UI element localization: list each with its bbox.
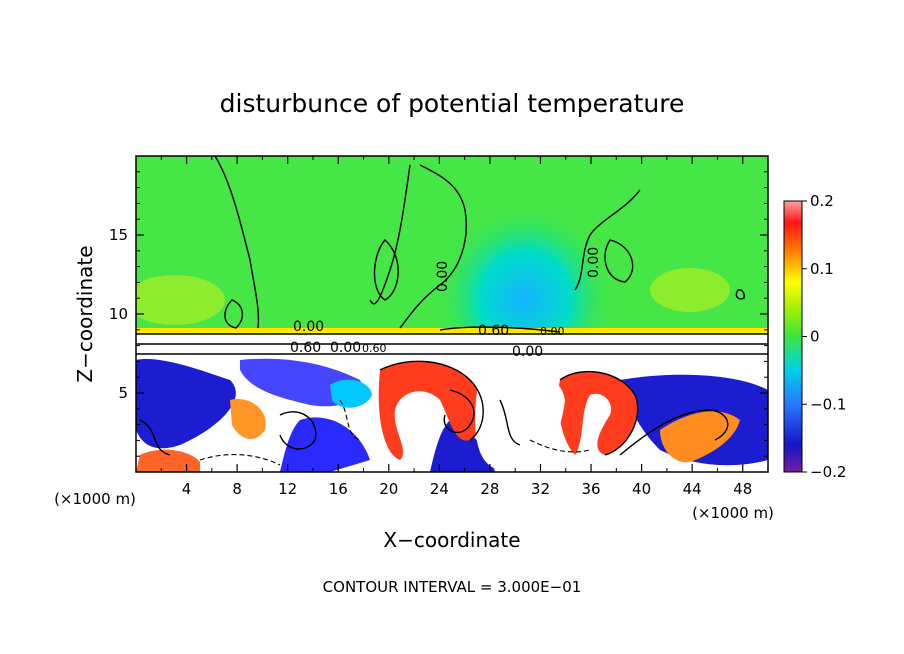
z-axis-unit: (×1000 m): [54, 490, 136, 508]
x-tick-label: 44: [683, 480, 702, 498]
warm-patch-right: [650, 268, 730, 312]
contour-label: 0.00: [293, 319, 324, 335]
contour-label: 0.00: [330, 340, 361, 356]
colorbar-tick-label: 0: [810, 328, 820, 346]
colorbar-ticks: 0.2 0.1 0 −0.1 −0.2: [802, 192, 846, 481]
chart-title: disturbunce of potential temperature: [220, 89, 685, 118]
warm-patch-left: [136, 275, 225, 325]
warm-strip: [136, 328, 768, 334]
x-tick-label: 4: [182, 480, 192, 498]
contour-label: 0.60: [362, 342, 387, 355]
heatmap-field: [136, 156, 768, 472]
y-tick-label: 5: [118, 384, 128, 402]
y-axis-ticks: 5 10 15: [109, 171, 768, 457]
contour-label: 0.60: [290, 340, 321, 356]
colorbar-tick-label: −0.1: [810, 395, 846, 413]
contour-label: 0.00: [512, 344, 543, 360]
x-tick-label: 24: [430, 480, 449, 498]
x-tick-label: 16: [329, 480, 348, 498]
x-tick-label: 40: [632, 480, 651, 498]
y-tick-label: 15: [109, 226, 128, 244]
warm-swirl: [558, 371, 638, 455]
cold-eddy: [430, 420, 495, 472]
colorbar: [783, 200, 803, 473]
x-tick-label: 48: [733, 480, 752, 498]
y-axis-label: Z−coordinate: [73, 245, 97, 382]
colorbar-tick-label: 0.1: [810, 260, 834, 278]
contour-label: 0.00: [435, 261, 451, 292]
contour-lines-dashed: [199, 399, 591, 466]
x-axis-label: X−coordinate: [383, 528, 520, 552]
warm-swirl: [230, 399, 266, 440]
contour-label: 0.00: [586, 247, 602, 278]
y-tick-label: 10: [109, 305, 128, 323]
contour-interval-note: CONTOUR INTERVAL = 3.000E−01: [323, 578, 582, 596]
warm-swirl: [136, 449, 200, 472]
x-tick-label: 20: [379, 480, 398, 498]
contour-lines: [136, 156, 768, 456]
x-tick-label: 36: [581, 480, 600, 498]
x-tick-label: 32: [531, 480, 550, 498]
x-tick-label: 28: [480, 480, 499, 498]
colorbar-tick-label: −0.2: [810, 463, 846, 481]
x-axis-unit: (×1000 m): [692, 504, 774, 522]
x-axis-ticks: 4 8 12 16 20 24 28 32 36 40 44 48: [160, 156, 752, 498]
contour-label: 0.60: [478, 323, 509, 339]
contour-label: 0.00: [540, 325, 565, 338]
colorbar-tick-label: 0.2: [810, 192, 834, 210]
x-tick-label: 8: [232, 480, 242, 498]
warm-swirl: [660, 411, 740, 463]
warm-swirl: [378, 361, 484, 460]
neutral-core: [475, 366, 565, 470]
cold-eddy: [280, 417, 370, 472]
cold-eddy: [136, 359, 236, 449]
x-tick-label: 12: [278, 480, 297, 498]
